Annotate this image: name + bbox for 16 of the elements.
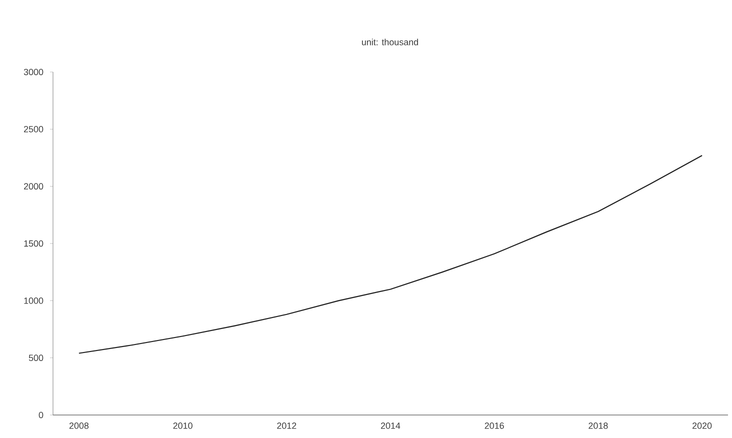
y-tick-label: 1000: [24, 297, 44, 304]
x-tick-label: 2018: [588, 422, 608, 429]
x-tick-label: 2010: [173, 422, 192, 429]
x-tick-label: 2012: [277, 422, 296, 429]
y-tick-label: 3000: [24, 68, 44, 76]
x-tick-label: 2008: [69, 422, 89, 429]
line-series: [78, 154, 703, 354]
x-tick-label: 2014: [380, 422, 400, 429]
y-tick-label: 500: [28, 354, 44, 362]
y-tick-label: 2500: [24, 126, 44, 132]
chart-title: unit: thousand: [362, 38, 418, 46]
x-tick-label: 2020: [692, 422, 712, 429]
y-tick-label: 2000: [24, 183, 44, 190]
y-tick-label: 0: [38, 412, 44, 418]
x-tick-label: 2016: [484, 422, 504, 429]
y-tick-label: 1500: [24, 240, 44, 247]
